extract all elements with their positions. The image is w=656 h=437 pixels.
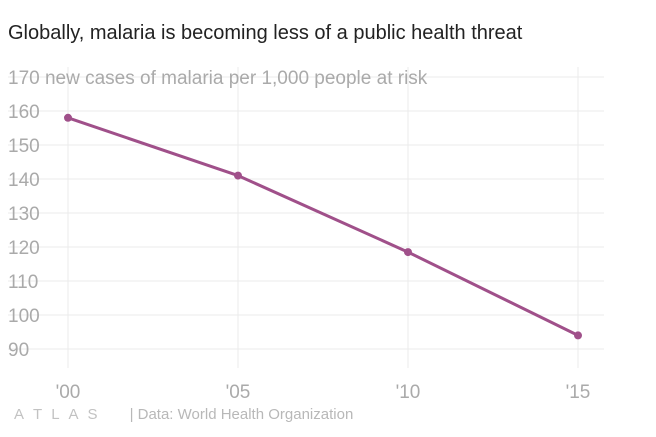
series-line xyxy=(66,116,580,337)
atlas-logo-letter: A xyxy=(14,405,25,423)
y-tick-label: 140 xyxy=(8,170,40,191)
y-tick-label: 110 xyxy=(8,272,38,293)
chart-title: Globally, malaria is becoming less of a … xyxy=(8,22,523,44)
x-tick-label: '00 xyxy=(56,382,81,403)
y-tick-label: 160 xyxy=(8,102,40,123)
data-point xyxy=(574,331,582,340)
series xyxy=(64,113,582,340)
y-tick-label: 100 xyxy=(8,306,40,327)
data-point xyxy=(234,171,242,180)
source-note: | Data: World Health Organization xyxy=(129,405,354,423)
atlas-logo-letter: T xyxy=(33,405,43,423)
y-tick-label: 90 xyxy=(8,340,29,361)
atlas-logo-letter: A xyxy=(68,405,79,423)
data-point xyxy=(64,113,72,122)
atlas-logo-letter: S xyxy=(87,405,98,423)
x-axis-ticks: '00 '05 '10 '15 xyxy=(56,382,591,403)
y-tick-label: 130 xyxy=(8,204,40,225)
data-point xyxy=(404,248,412,257)
y-tick-label: 170 new cases of malaria per 1,000 peopl… xyxy=(8,68,428,89)
x-tick-label: '10 xyxy=(396,382,421,403)
y-tick-label: 120 xyxy=(8,238,40,259)
x-tick-label: '15 xyxy=(566,382,591,403)
grid-lines xyxy=(8,67,604,368)
atlas-logo-letter: L xyxy=(51,405,60,423)
y-axis-ticks: 90 100 110 120 130 140 150 160 170 new cases of … xyxy=(8,68,428,361)
atlas-logo: A T L A S xyxy=(14,406,98,423)
footer: A T L A S | Data: World Health Organizat… xyxy=(14,404,353,424)
x-tick-label: '05 xyxy=(226,382,251,403)
y-tick-label: 150 xyxy=(8,136,40,157)
